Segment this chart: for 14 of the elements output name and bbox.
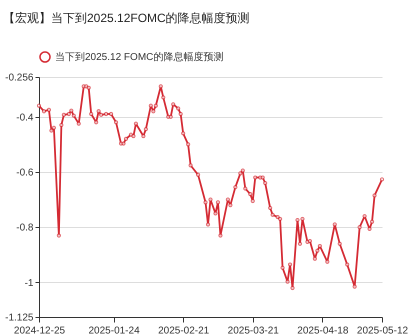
x-tick-label: 2025-04-18 (297, 326, 349, 335)
y-tick-label: -0.8 (16, 222, 34, 234)
y-tick-label: -0.4 (16, 112, 34, 124)
x-tick-label: 2024-12-25 (14, 326, 66, 335)
y-tick-label: -1.125 (5, 312, 34, 324)
y-tick-label: -0.256 (5, 72, 34, 84)
y-tick-label: -0.6 (16, 168, 34, 179)
x-tick-label: 2025-05-12 (356, 326, 409, 335)
legend-label: 当下到2025.12 FOMC的降息幅度预测 (55, 51, 224, 63)
x-tick-label: 2025-03-21 (228, 326, 280, 335)
chart-title: 【宏观】当下到2025.12FOMC的降息幅度预测 (3, 11, 250, 25)
y-tick-label: -1 (24, 278, 34, 289)
x-tick-label: 2025-01-24 (88, 326, 140, 335)
x-tick-label: 2025-02-21 (158, 326, 210, 335)
